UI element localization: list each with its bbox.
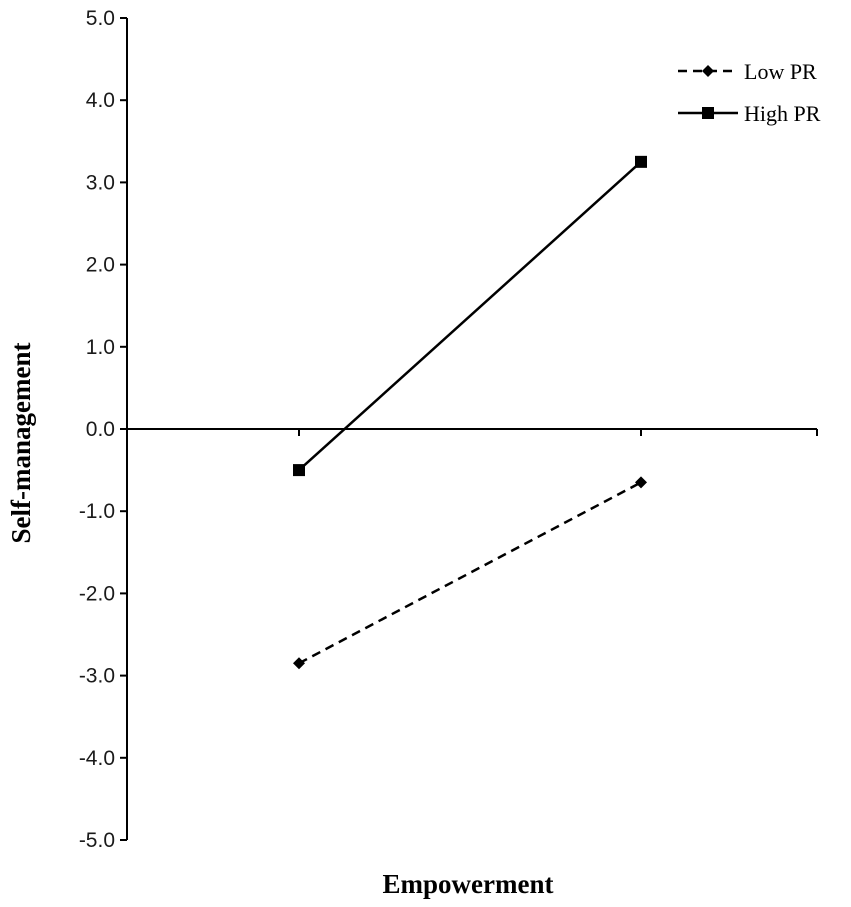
series-high-pr	[293, 155, 647, 477]
series-line	[298, 481, 642, 665]
y-tick-label: -5.0	[79, 829, 115, 852]
y-tick-label: 5.0	[86, 7, 115, 30]
legend-label: High PR	[744, 101, 821, 126]
y-axis-title: Self-management	[6, 343, 36, 544]
series-low-pr	[293, 476, 647, 670]
y-tick-label: -1.0	[79, 500, 115, 523]
y-tick-label: -2.0	[79, 582, 115, 605]
y-tick-label: 4.0	[86, 89, 115, 112]
legend-label: Low PR	[744, 59, 817, 84]
y-tick-label: 1.0	[86, 336, 115, 359]
plot-series	[293, 155, 647, 670]
y-tick-label: -3.0	[79, 665, 115, 688]
data-point	[635, 476, 647, 489]
y-tick-label: 0.0	[86, 418, 115, 441]
legend-marker	[702, 107, 714, 119]
y-tick-label: 3.0	[86, 171, 115, 194]
data-point	[293, 464, 305, 477]
y-tick-label: 2.0	[86, 254, 115, 277]
legend-marker	[702, 65, 714, 77]
data-point	[293, 657, 305, 670]
x-axis-title: Empowerment	[383, 869, 554, 899]
series-line	[298, 160, 642, 472]
x-axis	[127, 428, 818, 436]
legend: Low PR High PR	[678, 59, 821, 126]
data-point	[635, 155, 647, 168]
y-axis: -5.0 -4.0 -3.0 -2.0 -1.0 0.0 1.0 2.0 3.0 4.0 5.0	[79, 7, 128, 852]
y-tick-label: -4.0	[79, 747, 115, 770]
